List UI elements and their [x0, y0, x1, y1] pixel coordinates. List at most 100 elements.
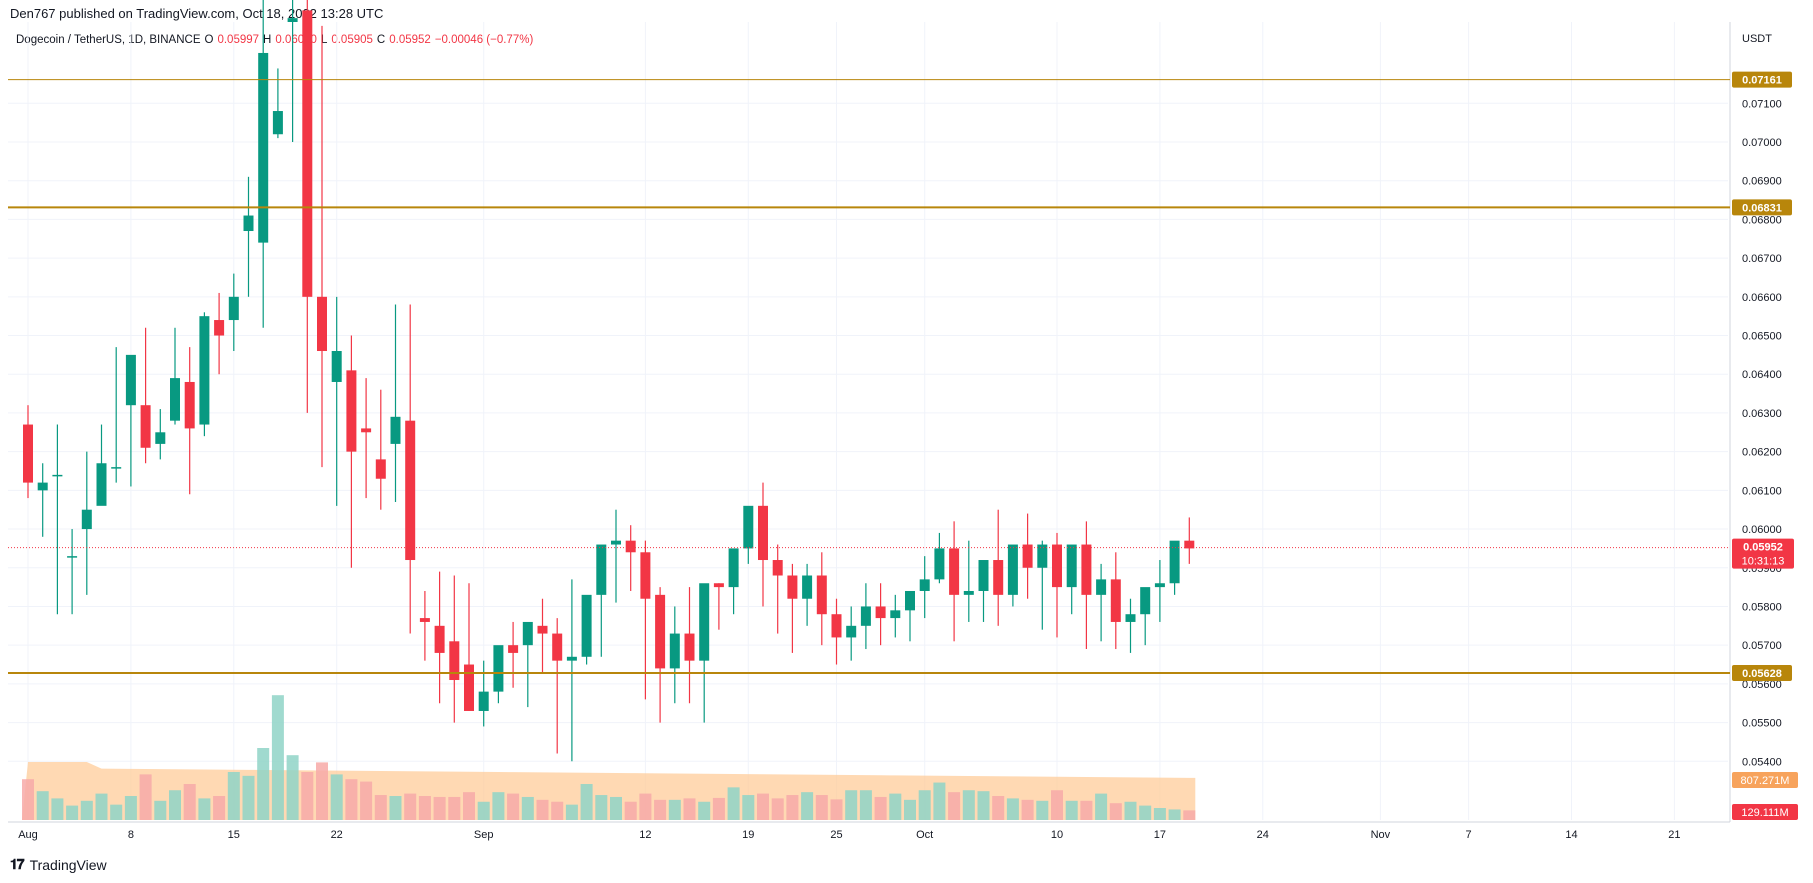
volume-bar	[874, 796, 887, 820]
volume-bar	[654, 799, 667, 820]
volume-bar	[845, 790, 858, 820]
candle-body	[1154, 583, 1165, 588]
volume-bar	[727, 787, 740, 820]
volume-bar	[95, 793, 108, 820]
volume-bar	[66, 805, 79, 820]
x-tick-label: 24	[1257, 829, 1269, 841]
candle-body	[375, 459, 386, 479]
x-tick-label: 8	[128, 829, 134, 841]
symbol-label: Dogecoin / TetherUS, 1D, BINANCE	[16, 34, 201, 46]
candle-body	[1037, 544, 1048, 568]
candle-body	[419, 618, 430, 622]
volume-bar	[271, 695, 284, 820]
candle-body	[728, 548, 739, 588]
y-tick-label: 0.06600	[1742, 292, 1782, 304]
volume-bar	[301, 772, 314, 820]
y-tick-label: 0.05600	[1742, 679, 1782, 691]
volume-bar	[639, 793, 652, 820]
volume-bar	[257, 748, 270, 820]
level-price-tag	[1732, 665, 1792, 682]
volume-bar	[1065, 800, 1078, 820]
candle-body	[669, 633, 680, 669]
volume-bar	[139, 774, 152, 820]
candle-body	[699, 583, 710, 661]
candle-body	[860, 606, 871, 626]
published-caption: Den767 published on TradingView.com, Oct…	[10, 6, 384, 21]
level-price-label: 0.05628	[1742, 668, 1782, 680]
volume-bar	[492, 792, 505, 820]
candle-body	[449, 641, 460, 681]
candle-body	[611, 540, 621, 545]
brand-label: TradingView	[29, 856, 107, 873]
level-price-tag	[1732, 199, 1792, 216]
volume-bar	[51, 798, 64, 820]
candle-body	[493, 645, 504, 692]
volume-bar	[36, 791, 49, 820]
candle-body	[243, 215, 254, 232]
volume-bar	[374, 795, 387, 820]
last-price-label: 0.05952	[1743, 542, 1783, 554]
level-price-label: 0.06831	[1742, 202, 1782, 214]
candle-body	[743, 505, 754, 549]
candle-body	[258, 52, 269, 243]
x-tick-label: 10	[1051, 829, 1063, 841]
volume-bar	[360, 781, 373, 820]
countdown-label: 10:31:13	[1742, 556, 1785, 568]
candle-body	[125, 354, 136, 406]
candle-body	[346, 370, 357, 452]
ohlc-legend: Dogecoin / TetherUS, 1D, BINANCE O 0.0599…	[16, 34, 533, 46]
candle-body	[787, 575, 798, 599]
volume-bar	[154, 800, 167, 820]
candle-body	[1066, 544, 1077, 588]
currency-label: USDT	[1742, 33, 1772, 45]
x-tick-label: 15	[228, 829, 240, 841]
y-tick-label: 0.07100	[1742, 98, 1782, 110]
volume-bar	[463, 792, 475, 820]
y-tick-label: 0.05400	[1742, 756, 1782, 768]
candle-body	[1140, 587, 1151, 615]
x-tick-label: Nov	[1371, 829, 1391, 841]
candle-body	[170, 378, 180, 421]
y-tick-label: 0.06500	[1742, 331, 1782, 343]
low-label: L	[320, 34, 328, 46]
volume-bar	[786, 795, 799, 820]
candle-body	[1081, 544, 1092, 595]
volume-bar	[698, 801, 711, 820]
candle-body	[758, 505, 768, 561]
volume-bar	[918, 790, 931, 820]
candle-body	[963, 590, 974, 595]
candle-body	[81, 509, 92, 530]
open-value: 0.05997	[217, 34, 260, 46]
candle-body	[640, 552, 651, 599]
candle-body	[508, 645, 519, 653]
y-tick-label: 0.07000	[1742, 137, 1782, 149]
volume-bar	[742, 795, 755, 820]
candle-body	[1125, 614, 1136, 622]
candle-body	[23, 424, 33, 483]
volume-bar	[1109, 803, 1122, 820]
candle-body	[978, 560, 989, 591]
volume-bar	[110, 804, 123, 820]
volume-bar	[404, 793, 417, 820]
tradingview-logo-icon: 𝟏𝟕	[10, 856, 25, 872]
close-value: 0.05952	[389, 34, 431, 46]
y-tick-label: 0.06200	[1742, 447, 1782, 459]
candle-body	[52, 474, 63, 477]
volume-bar	[830, 799, 843, 820]
candle-body	[287, 18, 298, 22]
candle-body	[596, 544, 607, 595]
volume-bar	[286, 755, 299, 820]
volume-bar	[80, 800, 93, 820]
y-tick-label: 0.05700	[1742, 640, 1782, 652]
candle-body	[361, 428, 372, 433]
volume-bar	[668, 799, 681, 820]
candle-body	[875, 606, 886, 619]
x-tick-label: 25	[830, 829, 842, 841]
x-tick-label: 17	[1154, 829, 1166, 841]
volume-ma-label: 807.271M	[1741, 775, 1790, 787]
volume-last-label: 129.111M	[1741, 807, 1788, 819]
x-tick-label: Aug	[18, 829, 38, 841]
footer: 𝟏𝟕 TradingView	[10, 856, 107, 873]
volume-bar	[977, 791, 990, 820]
